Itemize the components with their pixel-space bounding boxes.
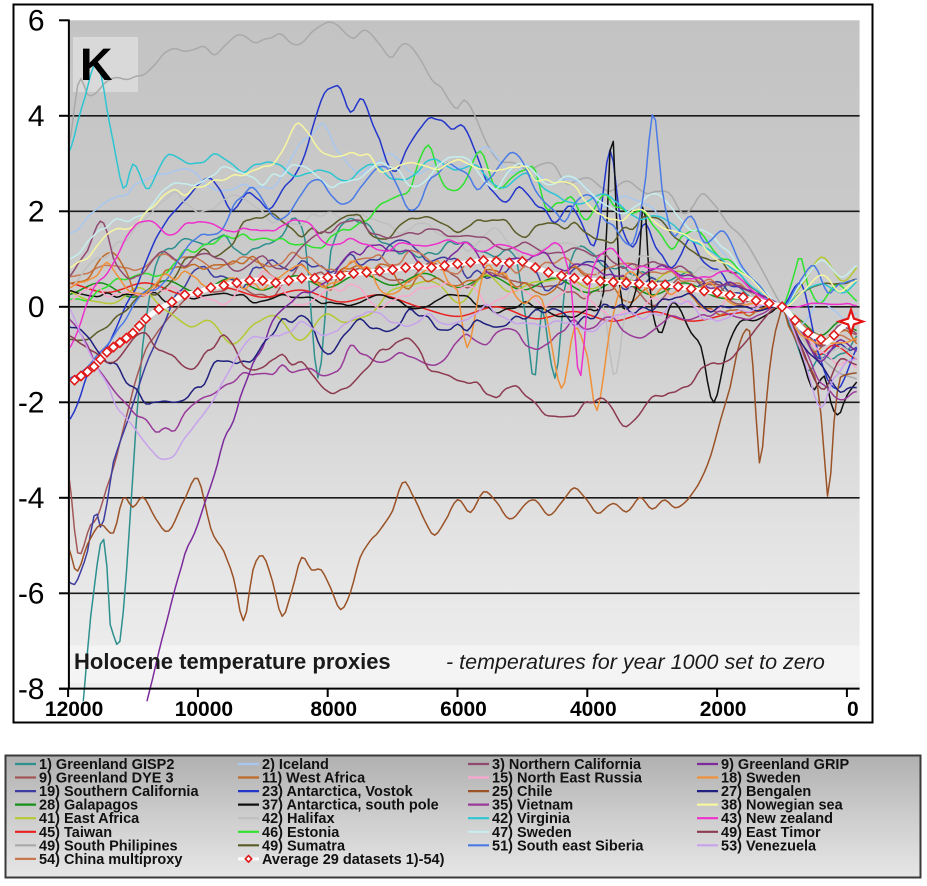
svg-text:25) Chile: 25) Chile — [492, 784, 552, 800]
svg-text:19) Southern California: 19) Southern California — [39, 784, 199, 800]
svg-text:49) South Philipines: 49) South Philipines — [39, 838, 178, 854]
svg-text:49) East Timor: 49) East Timor — [721, 825, 821, 841]
svg-text:49) Sumatra: 49) Sumatra — [262, 838, 346, 854]
svg-text:4000: 4000 — [570, 698, 617, 721]
svg-text:45) Taiwan: 45) Taiwan — [39, 825, 112, 841]
svg-text:41) East Africa: 41) East Africa — [39, 811, 140, 827]
svg-text:0: 0 — [28, 291, 45, 324]
svg-text:2) Iceland: 2) Iceland — [262, 757, 329, 773]
svg-text:8000: 8000 — [310, 698, 357, 721]
svg-text:53) Venezuela: 53) Venezuela — [721, 838, 817, 854]
svg-text:Average 29 datasets 1)-54): Average 29 datasets 1)-54) — [262, 852, 445, 868]
svg-text:37) Antarctica, south pole: 37) Antarctica, south pole — [262, 798, 439, 814]
svg-text:46) Estonia: 46) Estonia — [262, 825, 340, 841]
svg-text:10000: 10000 — [175, 698, 233, 721]
svg-text:- temperatures for year 1000 s: - temperatures for year 1000 set to zero — [446, 650, 825, 674]
svg-text:28) Galapagos: 28) Galapagos — [39, 798, 138, 814]
svg-text:47) Sweden: 47) Sweden — [492, 825, 572, 841]
svg-text:-8: -8 — [18, 673, 45, 706]
svg-text:1) Greenland GISP2: 1) Greenland GISP2 — [39, 757, 174, 773]
svg-text:43) New zealand: 43) New zealand — [721, 811, 833, 827]
svg-text:15) North East Russia: 15) North East Russia — [492, 771, 643, 787]
svg-text:9) Greenland DYE 3: 9) Greenland DYE 3 — [39, 771, 174, 787]
svg-text:35) Vietnam: 35) Vietnam — [492, 798, 573, 814]
svg-text:38) Nowegian sea: 38) Nowegian sea — [721, 798, 844, 814]
svg-text:2000: 2000 — [700, 698, 747, 721]
svg-text:Holocene temperature proxies: Holocene temperature proxies — [74, 649, 391, 674]
svg-text:42) Halifax: 42) Halifax — [262, 811, 335, 827]
svg-text:6000: 6000 — [440, 698, 487, 721]
svg-text:18) Sweden: 18) Sweden — [721, 771, 801, 787]
svg-text:-2: -2 — [18, 386, 45, 419]
svg-text:51) South east Siberia: 51) South east Siberia — [492, 838, 644, 854]
svg-text:6: 6 — [28, 4, 45, 37]
svg-text:12000: 12000 — [45, 698, 103, 721]
svg-text:2: 2 — [28, 195, 45, 228]
svg-text:9) Greenland GRIP: 9) Greenland GRIP — [721, 757, 849, 773]
svg-text:3) Northern California: 3) Northern California — [492, 757, 642, 773]
svg-text:23) Antarctica, Vostok: 23) Antarctica, Vostok — [262, 784, 414, 800]
svg-text:0: 0 — [847, 698, 859, 721]
svg-text:11) West Africa: 11) West Africa — [262, 771, 366, 787]
svg-text:-6: -6 — [18, 577, 45, 610]
svg-text:42) Virginia: 42) Virginia — [492, 811, 571, 827]
svg-text:4: 4 — [28, 100, 45, 133]
svg-text:27) Bengalen: 27) Bengalen — [721, 784, 811, 800]
svg-text:54) China multiproxy: 54) China multiproxy — [39, 852, 182, 868]
svg-text:K: K — [80, 39, 113, 90]
svg-text:-4: -4 — [18, 482, 45, 515]
